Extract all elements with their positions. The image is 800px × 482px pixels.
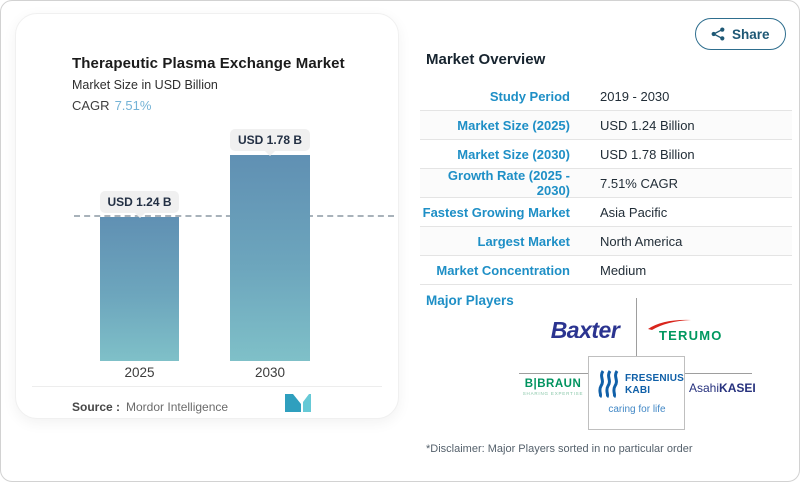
bar-chart: USD 1.24 B USD 1.78 B	[16, 122, 400, 361]
kasei-logo-text: KASEI	[719, 381, 756, 395]
table-row: Largest Market North America	[420, 227, 792, 256]
table-row: Market Concentration Medium	[420, 256, 792, 285]
x-axis-label-2030: 2030	[254, 365, 286, 380]
row-label: Market Size (2030)	[457, 146, 570, 162]
row-value: Medium	[600, 262, 647, 278]
chart-title: Therapeutic Plasma Exchange Market	[72, 55, 345, 72]
table-row: Growth Rate (2025 - 2030) 7.51% CAGR	[420, 168, 792, 198]
row-label: Fastest Growing Market	[422, 204, 570, 220]
terumo-logo-text: TERUMO	[659, 328, 723, 343]
cagr-label: CAGR	[72, 98, 110, 113]
source-row: Source : Mordor Intelligence	[72, 400, 228, 414]
terumo-logo: TERUMO	[648, 315, 749, 345]
row-label: Market Size (2025)	[457, 117, 570, 133]
chart-cagr: CAGR 7.51%	[72, 98, 151, 113]
row-value: USD 1.24 Billion	[600, 117, 695, 133]
share-button-label: Share	[732, 26, 770, 42]
source-divider	[32, 386, 382, 387]
asahi-logo-text: Asahi	[689, 381, 720, 395]
row-value: 2019 - 2030	[600, 88, 670, 104]
bbraun-logo: B|BRAUN SHARING EXPERTISE	[515, 378, 591, 396]
bbraun-logo-text: B|BRAUN	[524, 378, 582, 390]
source-label: Source :	[72, 400, 121, 414]
row-label: Study Period	[489, 88, 570, 104]
x-axis-label-2025: 2025	[124, 365, 155, 380]
row-value: USD 1.78 Billion	[600, 146, 695, 162]
chart-card: Therapeutic Plasma Exchange Market Marke…	[15, 13, 399, 419]
row-label: Growth Rate (2025 - 2030)	[447, 168, 570, 198]
table-row: Market Size (2025) USD 1.24 Billion	[420, 111, 792, 140]
overview-title: Market Overview	[426, 51, 546, 68]
row-value: North America	[600, 233, 683, 249]
fresenius-tagline: caring for life	[608, 404, 666, 415]
fresenius-logo-text: FRESENIUS KABI	[625, 370, 684, 396]
terumo-swoosh-icon	[648, 319, 691, 330]
major-players-title: Major Players	[426, 293, 514, 308]
row-label: Market Concentration	[436, 262, 570, 278]
asahi-kasei-logo: AsahiKASEI	[689, 381, 759, 395]
bbraun-tagline: SHARING EXPERTISE	[522, 391, 584, 396]
overview-table: Study Period 2019 - 2030 Market Size (20…	[420, 82, 792, 285]
bar-2025	[100, 217, 179, 361]
row-label: Largest Market	[477, 233, 570, 249]
mordor-intelligence-logo-icon	[285, 392, 311, 417]
chart-subtitle: Market Size in USD Billion	[72, 78, 218, 92]
row-value: Asia Pacific	[600, 204, 668, 220]
baxter-logo: Baxter	[550, 317, 620, 343]
disclaimer-text: *Disclaimer: Major Players sorted in no …	[426, 443, 693, 455]
bar-value-label-2030: USD 1.78 B	[230, 129, 310, 156]
source-value: Mordor Intelligence	[126, 400, 229, 414]
table-row: Fastest Growing Market Asia Pacific	[420, 198, 792, 227]
share-icon	[711, 27, 725, 41]
bar-value-label-2025: USD 1.24 B	[100, 191, 179, 218]
cagr-value: 7.51%	[114, 98, 152, 113]
fresenius-kabi-logo: FRESENIUS KABI caring for life	[588, 356, 685, 430]
share-button[interactable]: Share	[695, 18, 786, 50]
bar-2030	[230, 155, 310, 361]
fresenius-waves-icon	[596, 370, 620, 398]
players-vertical-divider	[636, 298, 637, 358]
table-row: Market Size (2030) USD 1.78 Billion	[420, 140, 792, 169]
fresenius-line1: FRESENIUS	[625, 373, 685, 384]
table-row: Study Period 2019 - 2030	[420, 82, 792, 111]
row-value: 7.51% CAGR	[600, 175, 679, 191]
fresenius-line2: KABI	[625, 384, 651, 396]
